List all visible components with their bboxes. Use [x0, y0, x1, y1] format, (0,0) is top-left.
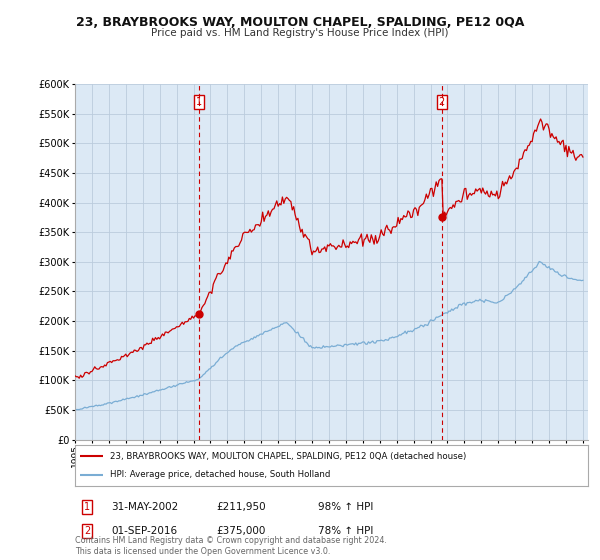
Text: Price paid vs. HM Land Registry's House Price Index (HPI): Price paid vs. HM Land Registry's House …: [151, 28, 449, 38]
Text: 78% ↑ HPI: 78% ↑ HPI: [318, 526, 373, 536]
Text: HPI: Average price, detached house, South Holland: HPI: Average price, detached house, Sout…: [110, 470, 330, 479]
Text: 01-SEP-2016: 01-SEP-2016: [111, 526, 177, 536]
Text: 1: 1: [196, 97, 202, 107]
Text: 2: 2: [439, 97, 445, 107]
Text: 31-MAY-2002: 31-MAY-2002: [111, 502, 178, 512]
Text: 1: 1: [84, 502, 90, 512]
Text: £211,950: £211,950: [216, 502, 266, 512]
Text: 98% ↑ HPI: 98% ↑ HPI: [318, 502, 373, 512]
Text: 23, BRAYBROOKS WAY, MOULTON CHAPEL, SPALDING, PE12 0QA (detached house): 23, BRAYBROOKS WAY, MOULTON CHAPEL, SPAL…: [110, 451, 466, 460]
Text: £375,000: £375,000: [216, 526, 265, 536]
Text: 2: 2: [84, 526, 90, 536]
Text: Contains HM Land Registry data © Crown copyright and database right 2024.
This d: Contains HM Land Registry data © Crown c…: [75, 536, 387, 556]
Text: 23, BRAYBROOKS WAY, MOULTON CHAPEL, SPALDING, PE12 0QA: 23, BRAYBROOKS WAY, MOULTON CHAPEL, SPAL…: [76, 16, 524, 29]
